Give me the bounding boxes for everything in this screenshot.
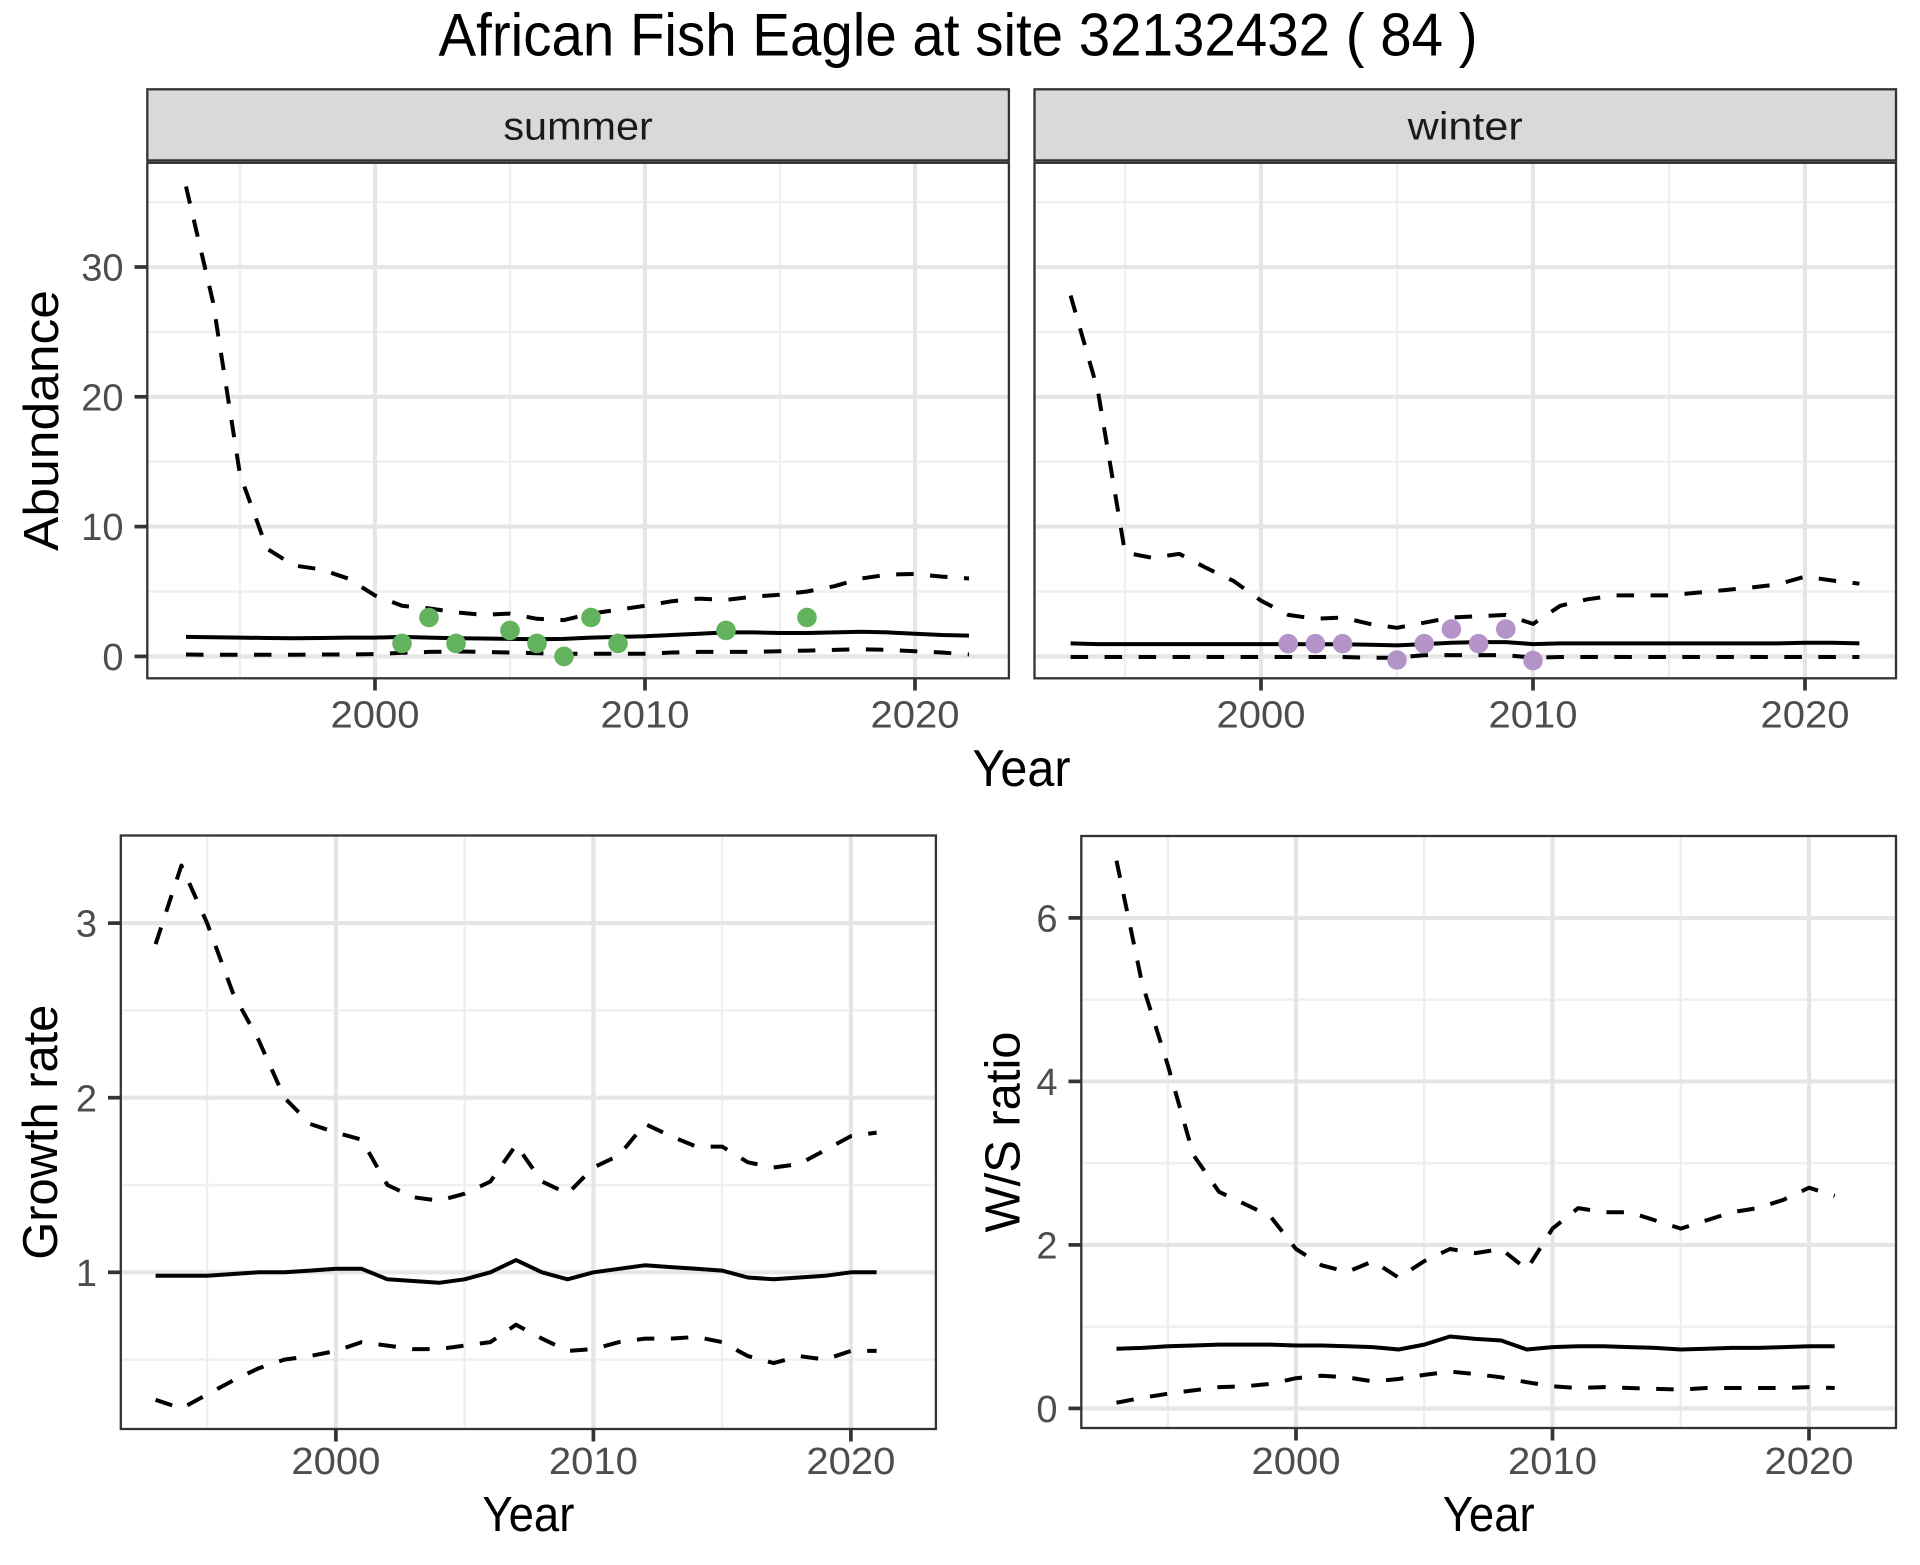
- svg-text:Year: Year: [973, 740, 1071, 798]
- svg-text:1: 1: [76, 1253, 97, 1295]
- svg-text:African Fish Eagle at site 321: African Fish Eagle at site 32132432 ( 84…: [439, 2, 1478, 69]
- svg-text:30: 30: [81, 248, 123, 290]
- svg-text:Growth rate: Growth rate: [14, 1005, 68, 1260]
- svg-text:W/S ratio: W/S ratio: [977, 1032, 1031, 1233]
- svg-text:0: 0: [1036, 1389, 1057, 1431]
- svg-text:2020: 2020: [806, 1441, 895, 1483]
- svg-text:Year: Year: [1443, 1488, 1535, 1542]
- svg-text:2010: 2010: [601, 695, 690, 737]
- svg-text:Year: Year: [482, 1488, 574, 1542]
- svg-text:2020: 2020: [1761, 695, 1850, 737]
- svg-text:2020: 2020: [871, 695, 960, 737]
- svg-text:2010: 2010: [1489, 695, 1578, 737]
- svg-text:20: 20: [81, 377, 123, 419]
- svg-text:2020: 2020: [1765, 1441, 1854, 1483]
- svg-text:2000: 2000: [331, 695, 420, 737]
- svg-text:winter: winter: [1407, 106, 1523, 149]
- svg-text:summer: summer: [503, 106, 653, 149]
- svg-text:10: 10: [81, 507, 123, 549]
- svg-text:2: 2: [76, 1078, 97, 1120]
- svg-text:2000: 2000: [1217, 695, 1306, 737]
- svg-text:6: 6: [1036, 899, 1057, 941]
- svg-text:2000: 2000: [1252, 1441, 1341, 1483]
- svg-text:3: 3: [76, 904, 97, 946]
- svg-text:2000: 2000: [291, 1441, 380, 1483]
- svg-text:2010: 2010: [549, 1441, 638, 1483]
- svg-text:4: 4: [1036, 1062, 1057, 1104]
- svg-text:2010: 2010: [1508, 1441, 1597, 1483]
- svg-text:2: 2: [1036, 1226, 1057, 1268]
- svg-text:Abundance: Abundance: [15, 290, 69, 551]
- svg-text:0: 0: [102, 637, 123, 679]
